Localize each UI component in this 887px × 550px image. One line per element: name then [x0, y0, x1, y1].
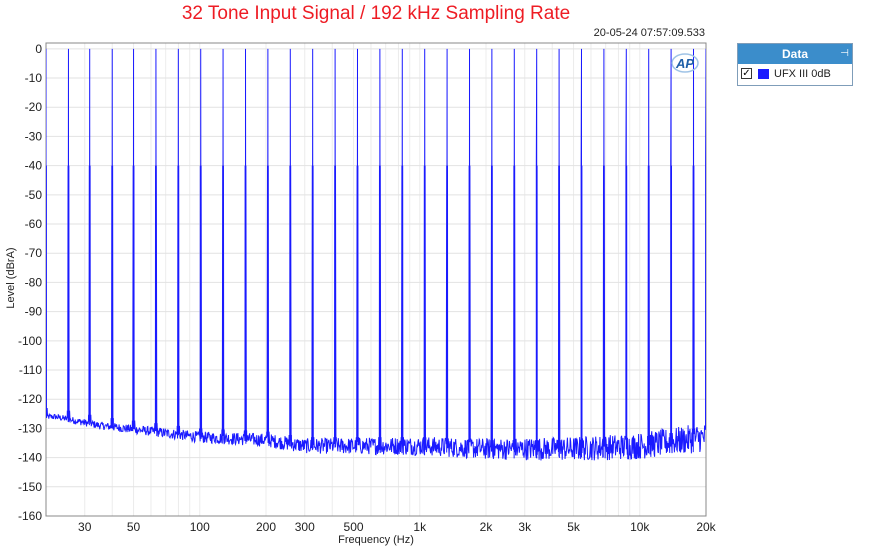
y-tick-label: -80	[25, 275, 43, 289]
x-tick-label: 300	[295, 520, 315, 534]
legend-header: Data ⊣	[738, 44, 852, 64]
x-tick-label: 200	[256, 520, 276, 534]
ap-logo-icon: AP	[671, 53, 699, 73]
x-tick-label: 500	[344, 520, 364, 534]
chart-timestamp: 20-05-24 07:57:09.533	[593, 27, 705, 39]
y-tick-label: 0	[35, 42, 42, 56]
legend-panel: Data ⊣ ✓ UFX III 0dB	[737, 43, 853, 86]
svg-text:AP: AP	[675, 56, 694, 71]
x-tick-label: 2k	[480, 520, 494, 534]
y-tick-label: -150	[18, 480, 42, 494]
series-layer	[46, 48, 706, 461]
y-tick-labels: 0 -10 -20 -30 -40 -50 -60 -70 -80 -90 -100 -110 -120…	[18, 42, 42, 523]
chart-title: 32 Tone Input Signal / 192 kHz Sampling …	[181, 3, 571, 24]
y-tick-label: -40	[25, 159, 43, 173]
x-tick-label: 3k	[518, 520, 532, 534]
y-tick-label: -100	[18, 334, 42, 348]
x-tick-label: 50	[127, 520, 141, 534]
grid	[45, 43, 707, 517]
series-checkbox[interactable]: ✓	[741, 68, 752, 79]
y-tick-label: -70	[25, 246, 43, 260]
y-tick-label: -160	[18, 509, 42, 523]
x-tick-label: 30	[78, 520, 92, 534]
x-tick-label: 100	[190, 520, 210, 534]
legend-title: Data	[781, 47, 808, 61]
y-axis-label: Level (dBrA)	[5, 247, 17, 308]
y-tick-label: -140	[18, 451, 42, 465]
y-tick-label: -60	[25, 217, 43, 231]
x-tick-label: 5k	[567, 520, 581, 534]
y-tick-label: -90	[25, 305, 43, 319]
x-tick-labels: 30 50 100 200 300 500 1k 2k 3k 5k 10k 20k	[78, 520, 717, 534]
y-tick-label: -50	[25, 188, 43, 202]
legend-item[interactable]: ✓ UFX III 0dB	[738, 64, 852, 84]
x-tick-label: 10k	[630, 520, 650, 534]
spectrum-series-line	[46, 48, 706, 461]
y-tick-label: -110	[19, 363, 42, 377]
y-tick-label: -30	[25, 129, 43, 143]
pin-icon[interactable]: ⊣	[840, 48, 849, 59]
series-color-swatch	[758, 69, 769, 79]
y-tick-label: -20	[25, 100, 43, 114]
y-tick-label: -120	[18, 392, 42, 406]
y-tick-label: -130	[18, 421, 42, 435]
y-tick-label: -10	[25, 71, 43, 85]
x-tick-label: 1k	[413, 520, 427, 534]
x-tick-label: 20k	[696, 520, 716, 534]
x-axis-label: Frequency (Hz)	[338, 534, 414, 546]
series-label: UFX III 0dB	[774, 68, 831, 80]
